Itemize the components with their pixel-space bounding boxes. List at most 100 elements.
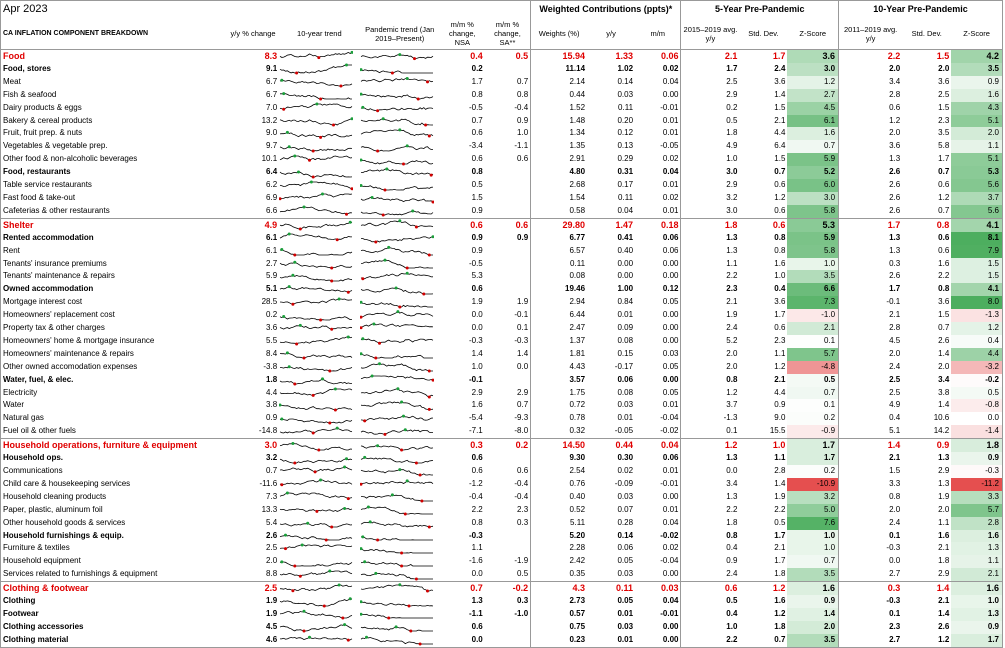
value-wmm: 0.06	[635, 231, 682, 245]
value-wmm: 0.00	[635, 270, 682, 284]
value-yy: 2.6	[266, 530, 278, 540]
value-s5: 2.2	[774, 504, 786, 514]
value-a10: -0.3	[886, 543, 901, 553]
sparkline-max-marker	[405, 144, 409, 148]
value-wmm: 0.00	[635, 373, 682, 387]
value-mmsa: 0.9	[484, 114, 532, 128]
ten-year-trend	[279, 387, 359, 400]
value-yy: -14.8	[258, 426, 278, 436]
value-mmsa	[484, 529, 532, 543]
pandemic-trend	[360, 465, 440, 478]
sparkline-max-marker	[345, 63, 349, 67]
component-name: Meat	[0, 75, 227, 89]
pandemic-trend	[360, 568, 440, 581]
value-s5: 4.4	[774, 128, 786, 138]
value-mmsa	[484, 633, 532, 648]
value-s10: 3.4	[938, 374, 950, 384]
item-row: Bakery & cereal products 13.2 0.7 0.9 1.48 0.…	[0, 114, 1004, 128]
sparkline-path	[280, 336, 353, 345]
value-z5: 5.0	[787, 503, 840, 517]
sparkline-max-marker	[291, 441, 295, 445]
sparkline-min-marker	[373, 356, 377, 360]
sparkline-max-marker	[297, 170, 301, 174]
value-w: 5.11	[570, 517, 586, 527]
value-s10: 1.3	[938, 453, 950, 463]
pandemic-trend	[359, 608, 440, 621]
value-s10: 1.4	[902, 581, 952, 596]
pandemic-trend	[360, 361, 440, 374]
sparkline-max-marker	[293, 260, 297, 264]
subcategory-row: Clothing accessories 4.5 0.6 0.75 0.03 0.00 1.…	[0, 620, 1004, 634]
value-wyy: -0.09	[614, 478, 634, 488]
sparkline-max-marker	[364, 636, 368, 640]
ten-year-trend	[279, 361, 359, 374]
value-s5: 0.8	[774, 232, 786, 242]
value-wmm: 0.01	[635, 127, 682, 141]
component-name: Clothing material	[0, 633, 227, 648]
sparkline-path	[279, 249, 353, 256]
value-z5: 5.2	[787, 166, 840, 180]
sparkline-min-marker	[383, 188, 387, 192]
value-z10: 1.3	[951, 542, 1004, 556]
sparkline-max-marker	[397, 582, 401, 586]
value-z10: 3.7	[951, 191, 1004, 205]
value-mm: 1.5	[471, 192, 483, 202]
value-wyy: 0.11	[618, 102, 634, 112]
value-wyy: 0.03	[617, 569, 634, 579]
component-name: Fish & seafood	[0, 88, 227, 102]
value-yy: 2.5	[266, 543, 278, 553]
value-s10: 0.8	[938, 284, 950, 294]
value-s5: 1.4	[774, 478, 786, 488]
value-yy: 6.2	[266, 180, 278, 190]
col-avg5: 2015–2019 avg. y/y	[680, 18, 740, 50]
item-row: Tenants' maintenance & repairs 5.9 5.3 0.08…	[0, 270, 1004, 284]
value-s5: 1.8	[774, 621, 786, 631]
component-name: Food	[0, 48, 227, 63]
item-row: Cafeterias & other restaurants 6.6 0.9 0.58…	[0, 204, 1004, 219]
sparkline-min-marker	[334, 408, 338, 412]
value-w: 1.75	[569, 387, 586, 397]
sparkline-path	[280, 570, 353, 577]
value-mmsa: 2.9	[484, 386, 532, 400]
sparkline-max-marker	[359, 613, 363, 617]
ten-year-trend	[279, 399, 359, 412]
value-a10: 1.3	[889, 232, 901, 242]
pandemic-trend	[360, 166, 440, 179]
sparkline-min-marker	[330, 266, 334, 270]
sparkline-path	[279, 427, 353, 434]
sparkline-min-marker	[381, 213, 385, 217]
sparkline-min-marker	[313, 470, 317, 474]
value-w: 1.54	[569, 192, 586, 202]
value-s5: 2.4	[774, 63, 786, 73]
ten-year-trend	[279, 412, 359, 425]
sparkline-max-marker	[291, 273, 295, 277]
pandemic-sparkline	[360, 362, 433, 373]
pandemic-sparkline	[360, 571, 433, 581]
sparkline-path	[280, 561, 353, 567]
value-w: 0.35	[569, 569, 586, 579]
col-trend-pandemic: Pandemic trend (Jan 2019–Present)	[359, 18, 440, 50]
sparkline-max-marker	[293, 154, 297, 158]
value-w: 0.11	[570, 258, 586, 268]
category-row: Household operations, furniture & equipm…	[0, 438, 1004, 453]
value-a10: 4.5	[889, 335, 901, 345]
value-wmm: 0.00	[635, 620, 682, 634]
value-wyy: 0.01	[617, 413, 634, 423]
value-wmm: 0.04	[635, 595, 682, 608]
sparkline-min-marker	[399, 448, 403, 452]
value-a10: 2.0	[889, 504, 901, 514]
ten-year-trend	[279, 452, 359, 465]
value-z10: 1.1	[951, 140, 1004, 154]
component-name: Footwear	[0, 607, 227, 621]
value-wyy: 0.05	[617, 556, 634, 566]
item-row: Services related to furnishings & equipm…	[0, 568, 1004, 582]
sparkline-path	[360, 429, 433, 435]
sparkline-max-marker	[359, 352, 363, 356]
sparkline-path	[360, 220, 433, 228]
item-row: Electricity 4.4 2.9 2.9 1.75 0.08 0.05 1.2 4.4 0.…	[0, 386, 1004, 400]
value-s5: 1.7	[774, 310, 786, 320]
value-wmm: 0.00	[635, 322, 682, 335]
value-mmsa: -0.3	[484, 334, 532, 348]
value-wmm: 0.05	[635, 386, 682, 400]
value-w: 0.23	[530, 633, 588, 648]
